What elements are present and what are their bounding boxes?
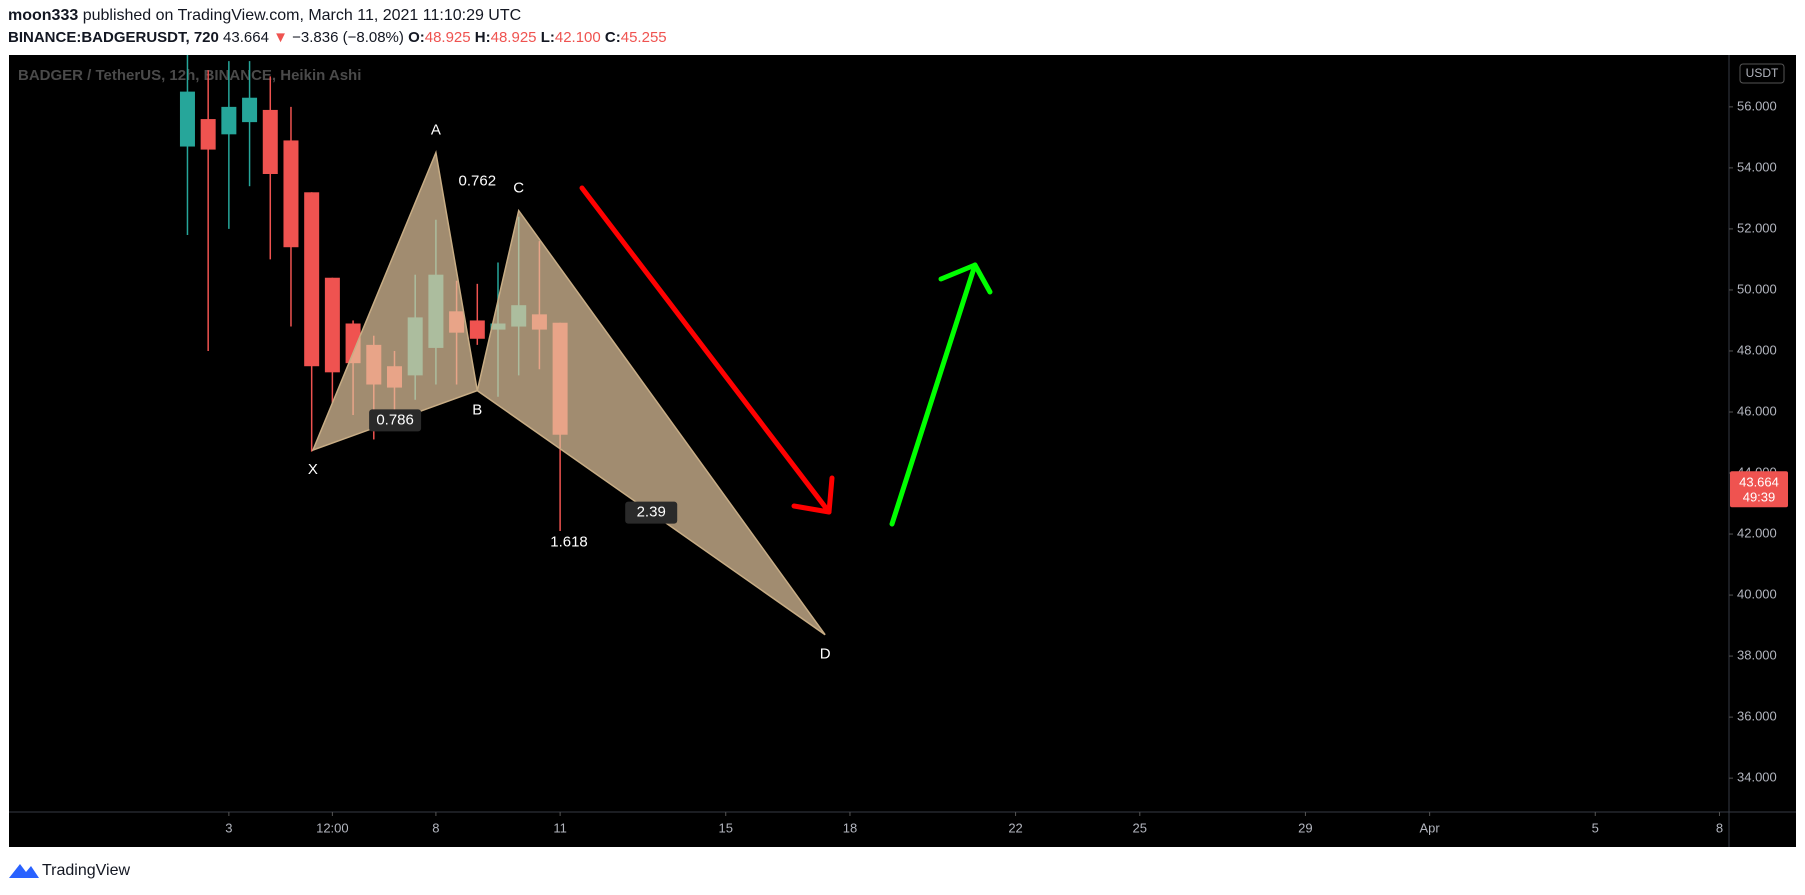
candle-body [283, 140, 299, 248]
author: moon333 [8, 7, 78, 24]
axes: 34.00036.00038.00040.00042.00044.00046.0… [225, 98, 1788, 835]
y-tick-label: 36.000 [1737, 709, 1777, 724]
candle-body [304, 192, 320, 367]
x-tick-label: 8 [1716, 820, 1723, 835]
up-arrow-head [938, 262, 993, 295]
y-tick-label: 50.000 [1737, 281, 1777, 296]
candle-body [179, 91, 195, 147]
candle-body [324, 277, 340, 373]
y-tick-label: 42.000 [1737, 525, 1777, 540]
price-tag [1730, 471, 1788, 508]
x-tick-label: 29 [1298, 820, 1312, 835]
price-tag-value: 43.664 [1739, 475, 1779, 490]
x-tick-label: 8 [432, 820, 439, 835]
chart-title: BADGER / TetherUS, 12h, BINANCE, Heikin … [18, 67, 361, 84]
x-tick-label: 5 [1592, 820, 1599, 835]
pattern-point-label: X [308, 461, 318, 478]
y-tick-label: 38.000 [1737, 648, 1777, 663]
pattern-point-label: A [431, 122, 441, 139]
y-tick-label: 48.000 [1737, 342, 1777, 357]
x-tick-label: 22 [1008, 820, 1022, 835]
harmonic-pattern: X A B C D 0.786 0.762 2.39 1.618 [308, 122, 831, 663]
arrows [579, 185, 993, 527]
ratio-box [369, 409, 422, 432]
ratio-label: 2.39 [637, 504, 666, 521]
ohlc-value: 48.925 [425, 29, 471, 46]
currency-box [1739, 63, 1785, 84]
up-arrow [889, 262, 978, 527]
ohlc-value: 45.255 [621, 29, 667, 46]
y-tick-label: 52.000 [1737, 220, 1777, 235]
candle-body [469, 320, 485, 339]
candle-body [262, 109, 278, 174]
logo-icon [9, 864, 39, 878]
ohlc-label: C: [605, 29, 621, 46]
down-arrow-head [791, 475, 835, 515]
ohlc-label: L: [541, 29, 555, 46]
ohlc-value: 42.100 [555, 29, 601, 46]
x-tick-label: 15 [719, 820, 733, 835]
brand: TradingView [42, 862, 130, 879]
ohlc-label: H: [475, 29, 491, 46]
y-tick-label: 34.000 [1737, 770, 1777, 785]
ratio-label: 1.618 [550, 533, 588, 550]
symbol-line: BINANCE:BADGERUSDT, 720 43.664 ▼ −3.836 … [8, 29, 667, 46]
symbol: BINANCE:BADGERUSDT, 720 [8, 29, 219, 46]
price-tag-countdown: 49:39 [1743, 490, 1776, 505]
x-tick-label: Apr [1420, 820, 1441, 835]
y-tick-label: 40.000 [1737, 586, 1777, 601]
candle-body [242, 97, 258, 123]
x-tick-label: 18 [843, 820, 857, 835]
logo [9, 864, 39, 878]
chart-pane [9, 55, 1796, 847]
published: published on TradingView.com, March 11, … [83, 7, 521, 24]
pattern-point-label: C [513, 180, 524, 197]
publish-line: moon333 published on TradingView.com, Ma… [8, 7, 521, 24]
change: −3.836 (−8.08%) [292, 29, 404, 46]
currency: USDT [1746, 66, 1779, 80]
x-tick-label: 3 [225, 820, 232, 835]
y-tick-label: 46.000 [1737, 403, 1777, 418]
change-arrow: ▼ [273, 29, 288, 46]
ohlc-value: 48.925 [491, 29, 537, 46]
down-arrow [579, 185, 832, 515]
y-tick-label: 54.000 [1737, 159, 1777, 174]
ratio-box [625, 501, 678, 524]
ratio-label: 0.762 [459, 173, 497, 190]
y-tick-label: 56.000 [1737, 98, 1777, 113]
x-tick-label: 11 [553, 820, 567, 835]
price: 43.664 [223, 29, 269, 46]
candle-body [221, 106, 237, 135]
pattern-point-label: D [820, 646, 831, 663]
x-tick-label: 12:00 [316, 820, 349, 835]
pattern-point-label: B [472, 402, 482, 419]
ohlc-label: O: [408, 29, 425, 46]
x-tick-label: 25 [1133, 820, 1147, 835]
ratio-label: 0.786 [376, 411, 414, 428]
candle-body [200, 119, 216, 150]
